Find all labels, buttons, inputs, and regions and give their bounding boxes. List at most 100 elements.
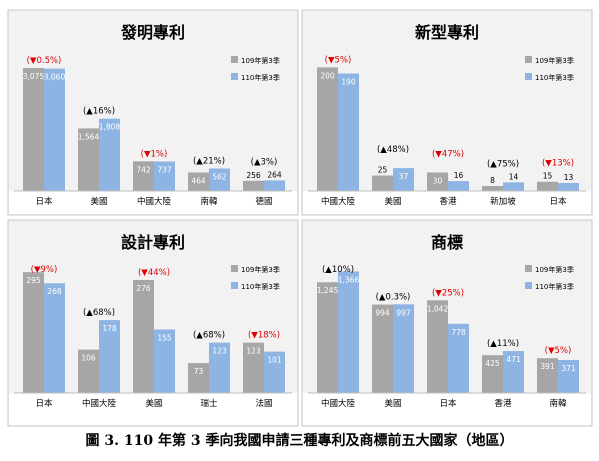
change-label-2: (▲16%) [83,107,115,117]
value-label-s1-2: 106 [81,354,96,363]
bar-s2-5 [558,182,579,191]
legend-swatch-2 [525,282,532,289]
value-label-s1-5: 123 [246,347,261,356]
value-label-s1-3: 1,042 [427,304,449,313]
value-label-s1-1: 200 [320,71,335,80]
value-label-s1-4: 425 [485,359,500,368]
value-label-s1-3: 742 [136,165,151,174]
category-label-1: 中國大陸 [321,196,356,207]
bar-s2-2 [99,118,120,191]
change-label-3: (▼44%) [138,268,170,278]
value-label-s1-3: 30 [433,176,443,185]
chart-title: 新型專利 [415,23,479,42]
legend-label-1: 109年第3季 [241,56,280,65]
chart-panel-2: 新型專利 109年第3季 110年第3季 200 190 (▼5%) 中國大陸 25 37 (▲4… [301,9,593,216]
change-label-4: (▲75%) [487,159,519,169]
bar-s1-5 [243,180,264,191]
value-label-s1-5: 256 [246,171,261,180]
category-label-5: 法國 [255,398,272,409]
legend-label-2: 110年第3季 [241,282,280,291]
bar-s2-5 [264,180,285,191]
legend-label-1: 109年第3季 [241,265,280,274]
legend-label-2: 110年第3季 [535,73,574,82]
value-label-s2-4: 14 [509,172,519,181]
figure-caption: 圖 3. 110 年第 3 季向我國申請三種專利及商標前五大國家（地區） [85,433,514,449]
category-label-3: 日本 [439,398,457,409]
category-label-1: 日本 [35,398,53,409]
change-label-5: (▼13%) [542,159,574,169]
bar-s1-1 [23,68,44,191]
bar-s1-3 [133,161,154,191]
value-label-s1-4: 8 [490,176,495,185]
value-label-s1-4: 464 [191,176,206,185]
value-label-s2-1: 268 [47,287,62,296]
value-label-s2-3: 737 [157,166,172,175]
chart-title: 發明專利 [120,23,185,42]
value-label-s2-3: 778 [451,328,466,337]
legend-swatch-1 [231,56,238,63]
value-label-s1-2: 994 [375,309,390,318]
legend-swatch-2 [231,282,238,289]
bar-s1-5 [537,181,558,191]
value-label-s1-4: 73 [194,367,204,376]
bar-s2-4 [503,182,524,191]
chart-panel-3: 設計專利 109年第3季 110年第3季 295 268 (▼9%) 日本 106 178 (▲6… [7,219,299,427]
change-label-3: (▼1%) [141,149,168,159]
value-label-s1-1: 1,245 [317,286,339,295]
category-strip [303,191,591,214]
bar-s1-2 [372,175,393,191]
bar-s1-4 [482,186,503,191]
value-label-s2-1: 1,366 [338,275,360,284]
bar-s2-1 [338,271,359,393]
bar-s1-2 [78,128,99,191]
bar-s1-5 [243,342,264,393]
bar-s2-3 [448,181,469,191]
change-label-4: (▲68%) [193,331,225,341]
category-label-5: 日本 [549,196,567,207]
bar-s1-2 [372,304,393,393]
value-label-s2-4: 562 [212,173,227,182]
bar-s2-4 [209,168,230,191]
value-label-s2-5: 13 [564,173,574,182]
change-label-5: (▲3%) [251,157,278,167]
bar-s2-5 [264,351,285,393]
bar-s1-1 [317,67,338,191]
legend-swatch-1 [525,56,532,63]
category-label-4: 新加坡 [490,196,516,207]
bar-s1-5 [537,358,558,393]
category-strip [9,191,297,214]
value-label-s1-1: 3,075 [23,72,45,81]
category-label-5: 南韓 [549,398,567,409]
value-label-s2-5: 371 [561,364,576,373]
legend-label-1: 109年第3季 [535,56,574,65]
bar-s2-4 [503,351,524,393]
change-label-5: (▼5%) [545,346,572,356]
bar-s2-1 [44,283,65,393]
value-label-s2-2: 178 [102,324,117,333]
category-label-3: 香港 [439,196,457,207]
chart-panel-1: 發明專利 109年第3季 110年第3季 3,075 3,060 (▼0.5%) 日本 1,5… [7,9,299,216]
bar-s1-2 [78,349,99,393]
legend-label-2: 110年第3季 [535,282,574,291]
change-label-2: (▲68%) [83,308,115,318]
value-label-s2-3: 16 [454,171,464,180]
bar-s2-1 [338,73,359,191]
category-label-2: 美國 [90,196,107,207]
category-label-3: 中國大陸 [137,196,172,207]
change-label-2: (▲0.3%) [376,292,411,302]
change-label-1: (▼9%) [31,265,58,275]
change-label-1: (▲10%) [322,265,354,275]
bar-s2-3 [154,329,175,393]
category-label-2: 美國 [384,196,401,207]
bar-s2-3 [448,323,469,393]
legend-swatch-2 [525,73,532,80]
bar-s2-1 [44,68,65,191]
change-label-2: (▲48%) [377,145,409,155]
bar-s1-4 [188,363,209,393]
value-label-s1-2: 1,564 [78,132,100,141]
value-label-s1-1: 295 [26,276,41,285]
value-label-s2-1: 3,060 [44,73,66,82]
category-label-5: 德國 [255,196,272,207]
bar-s2-5 [558,359,579,393]
